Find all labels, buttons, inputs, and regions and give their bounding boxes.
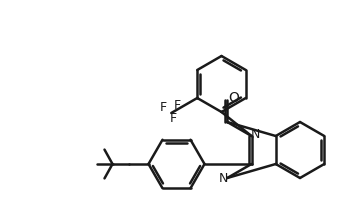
Text: N: N bbox=[251, 127, 260, 140]
Text: N: N bbox=[219, 172, 228, 185]
Text: F: F bbox=[170, 112, 177, 125]
Text: F: F bbox=[160, 101, 167, 114]
Text: F: F bbox=[174, 99, 181, 112]
Text: O: O bbox=[228, 91, 239, 105]
